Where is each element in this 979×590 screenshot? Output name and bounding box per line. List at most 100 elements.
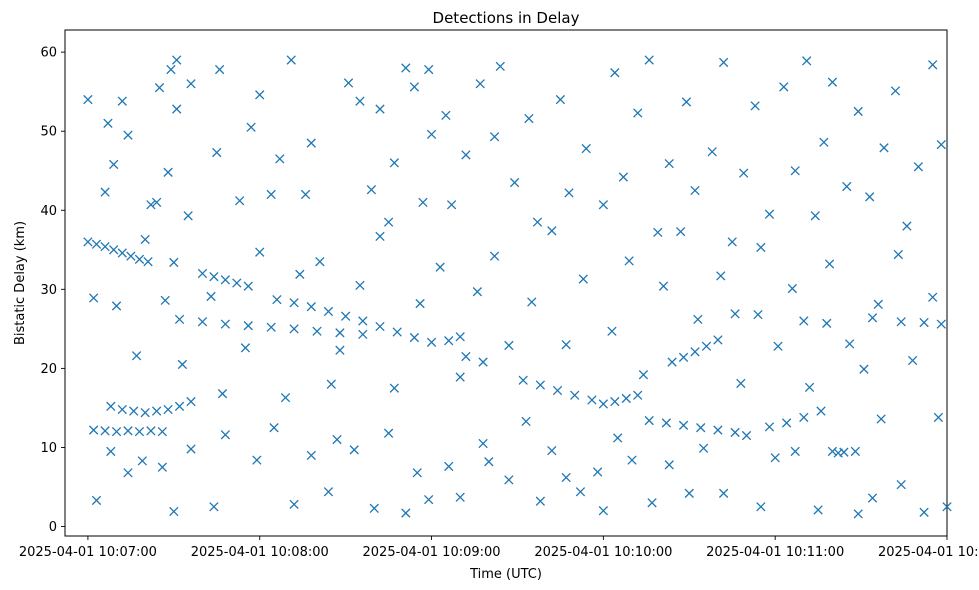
x-tick-label: 2025-04-01 10:12:00	[878, 545, 979, 560]
data-point	[790, 166, 800, 176]
markers-layer	[83, 55, 952, 519]
data-point	[143, 256, 153, 267]
data-point	[822, 318, 832, 328]
data-point	[913, 162, 924, 172]
data-point	[186, 444, 196, 454]
data-point	[613, 433, 623, 443]
data-point	[764, 209, 775, 219]
data-point	[919, 507, 929, 517]
data-point	[166, 64, 176, 75]
data-point	[355, 280, 365, 291]
data-point	[555, 94, 566, 105]
data-point	[873, 299, 883, 310]
data-point	[824, 259, 835, 269]
data-point	[323, 487, 334, 497]
data-point	[598, 506, 609, 516]
y-tick-label: 40	[40, 204, 57, 219]
data-point	[867, 493, 878, 503]
data-point	[255, 90, 265, 100]
data-point	[581, 143, 591, 154]
data-point	[676, 226, 686, 237]
data-point	[718, 488, 729, 498]
data-point	[232, 278, 242, 288]
data-point	[111, 426, 122, 437]
data-point	[478, 438, 488, 449]
data-point	[186, 396, 196, 407]
data-point	[718, 57, 729, 68]
data-point	[306, 450, 316, 461]
data-point	[942, 502, 952, 512]
data-point	[146, 426, 156, 436]
y-tick-label: 60	[40, 46, 57, 61]
y-tick-label: 30	[40, 283, 57, 298]
data-point	[799, 316, 809, 326]
data-point	[266, 189, 276, 200]
x-axis: 2025-04-01 10:07:00 2025-04-01 10:08:00 20…	[19, 536, 979, 560]
data-point	[174, 314, 185, 325]
data-point	[111, 301, 122, 311]
data-point	[561, 340, 571, 350]
data-point	[756, 502, 766, 512]
data-point	[621, 393, 631, 404]
data-point	[779, 82, 789, 92]
data-point	[286, 55, 296, 65]
data-point	[117, 96, 127, 106]
data-point	[624, 256, 634, 266]
data-point	[214, 64, 225, 75]
data-point	[412, 468, 422, 478]
data-point	[853, 509, 863, 519]
data-point	[570, 390, 580, 400]
data-point	[123, 130, 133, 140]
data-point	[243, 281, 253, 291]
data-point	[587, 395, 597, 405]
data-point	[936, 319, 946, 329]
data-point	[109, 159, 119, 170]
data-point	[816, 406, 826, 416]
data-point	[289, 324, 299, 334]
data-point	[134, 426, 145, 437]
data-point	[134, 254, 145, 264]
data-point	[340, 311, 351, 321]
data-point	[335, 328, 345, 338]
data-point	[197, 268, 208, 279]
data-point	[781, 418, 792, 428]
data-point	[618, 172, 629, 182]
data-point	[444, 336, 454, 346]
data-point	[707, 147, 717, 157]
data-point	[326, 379, 336, 389]
data-point	[693, 314, 703, 325]
data-point	[928, 292, 938, 302]
y-tick-label: 10	[40, 441, 57, 456]
data-point	[163, 404, 173, 415]
data-point	[713, 425, 723, 435]
x-tick-label: 2025-04-01 10:07:00	[19, 545, 157, 560]
data-point	[678, 352, 689, 362]
data-point	[240, 343, 251, 353]
data-point	[418, 197, 428, 208]
data-point	[509, 177, 520, 188]
data-point	[730, 427, 740, 438]
data-point	[169, 506, 179, 517]
data-point	[186, 79, 196, 89]
data-point	[610, 396, 620, 407]
data-point	[441, 110, 451, 121]
data-point	[521, 416, 531, 427]
data-point	[867, 313, 878, 323]
data-point	[106, 446, 116, 457]
data-point	[907, 355, 918, 366]
data-point	[243, 321, 253, 331]
data-point	[91, 495, 102, 506]
data-point	[658, 281, 669, 291]
data-point	[592, 467, 603, 477]
data-point	[235, 196, 245, 206]
data-point	[123, 426, 133, 436]
data-point	[524, 113, 534, 124]
data-point	[100, 187, 110, 197]
data-point	[392, 327, 402, 337]
data-point	[827, 446, 838, 457]
x-tick-label: 2025-04-01 10:09:00	[363, 545, 501, 560]
data-point	[535, 380, 546, 390]
data-point	[323, 306, 334, 317]
data-point	[383, 428, 394, 438]
data-point	[151, 197, 162, 208]
